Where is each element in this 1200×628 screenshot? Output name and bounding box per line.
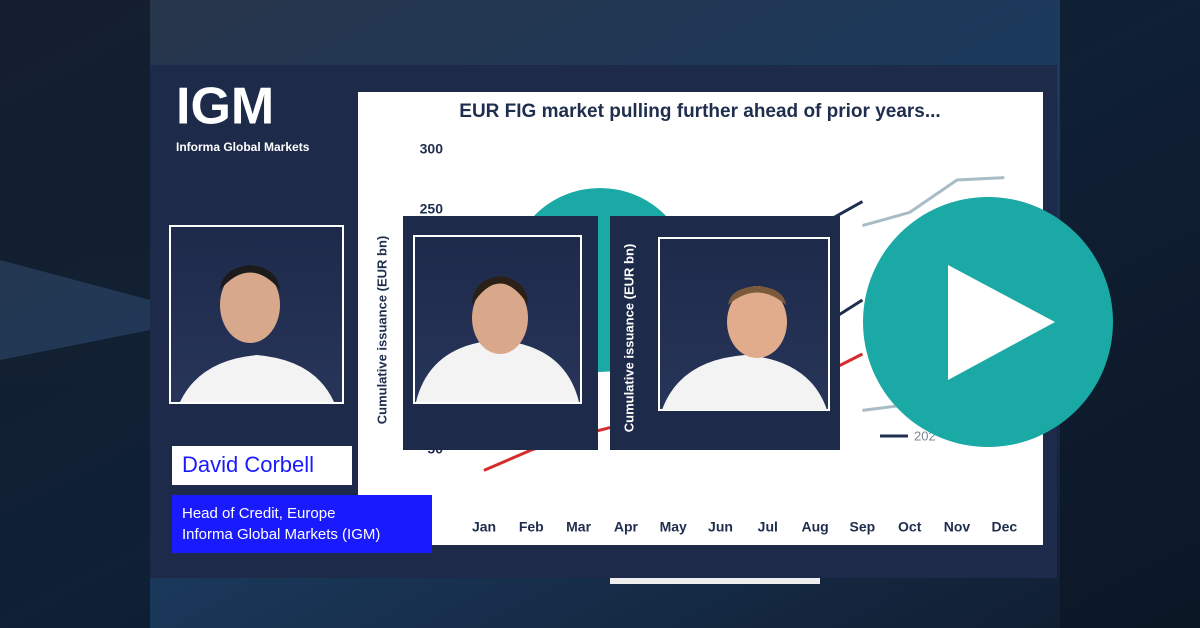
person (180, 265, 334, 402)
x-tick-label: Apr (614, 519, 639, 535)
role-box (172, 495, 432, 553)
series-line (861, 176, 1005, 228)
speaker-name: David Corbell (182, 452, 314, 477)
logo-mark: IGM (176, 78, 274, 136)
y-tick-label: 250 (420, 201, 444, 217)
speaker-org: Informa Global Markets (IGM) (182, 526, 380, 543)
x-tick-label: Jan (472, 519, 496, 535)
x-tick-label: Sep (850, 519, 876, 535)
x-tick-label: Jun (708, 519, 733, 535)
person (662, 286, 827, 410)
x-tick-label: Oct (898, 519, 922, 535)
overlay-y-label: Cumulative issuance (EUR bn) (621, 244, 636, 433)
person (416, 276, 579, 402)
speaker-role: Head of Credit, Europe (182, 505, 335, 522)
x-tick-label: Nov (944, 519, 971, 535)
x-tick-label: Jul (758, 519, 778, 535)
name-box (172, 446, 352, 485)
logo-tagline: Informa Global Markets (176, 140, 310, 154)
chart-title: EUR FIG market pulling further ahead of … (459, 101, 940, 122)
x-tick-label: May (660, 519, 687, 535)
x-tick-label: Dec (991, 519, 1017, 535)
y-tick-label: 300 (420, 141, 444, 157)
play-icon[interactable] (948, 265, 1055, 380)
y-axis-label: Cumulative issuance (EUR bn) (374, 236, 389, 425)
x-tick-label: Aug (801, 519, 828, 535)
x-tick-label: Mar (566, 519, 591, 535)
x-tick-label: Feb (519, 519, 544, 535)
strip (610, 578, 820, 584)
